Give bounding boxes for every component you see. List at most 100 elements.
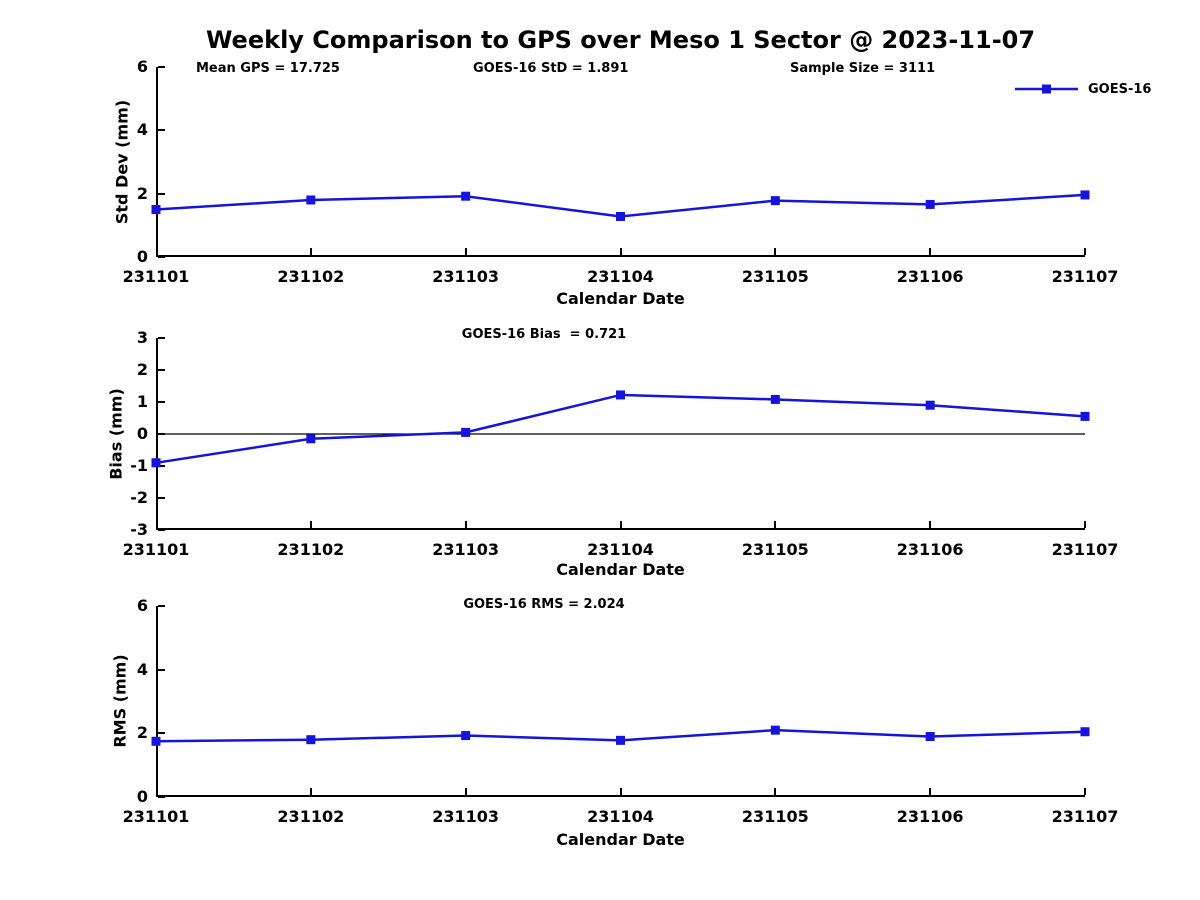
x-tick-label: 231103: [432, 267, 500, 286]
y-tick-label: 6: [136, 57, 148, 76]
x-tick-mark: [464, 788, 467, 795]
x-tick-label: 231104: [587, 540, 654, 559]
annotation-goes16-rms: GOES-16 RMS = 2.024: [463, 597, 625, 612]
data-point-marker: [1080, 190, 1090, 200]
y-tick-label: 1: [136, 392, 148, 411]
x-tick-mark: [619, 521, 622, 528]
data-point-marker: [770, 725, 780, 735]
data-point-marker: [461, 427, 471, 437]
x-tick-label: 231106: [896, 807, 964, 826]
x-tick-mark: [309, 248, 312, 255]
subplot-stddev-y-axis-label: Std Dev (mm): [112, 99, 132, 225]
y-tick-mark: [158, 256, 165, 258]
y-tick-label: -2: [130, 488, 148, 507]
x-tick-mark: [929, 248, 932, 255]
subplot-rms-x-axis-label: Calendar Date: [556, 830, 685, 849]
subplot-series-plot: [151, 390, 1090, 468]
x-tick-label: 231106: [896, 267, 964, 286]
series-line-goes-16: [155, 393, 1086, 465]
data-point-marker: [151, 458, 161, 468]
y-tick-label: 4: [136, 120, 148, 140]
y-tick-label: 2: [136, 360, 148, 379]
y-tick-mark: [158, 401, 165, 403]
x-tick-label: 231107: [1051, 807, 1119, 826]
subplot-stddev-x-axis-label: Calendar Date: [556, 289, 685, 308]
x-tick-mark: [309, 788, 312, 795]
y-tick-mark: [158, 369, 165, 371]
data-point-marker: [461, 731, 471, 741]
y-tick-label: -3: [130, 520, 148, 539]
x-tick-label: 231105: [741, 807, 809, 826]
y-tick-label: 2: [136, 723, 148, 743]
y-tick-mark: [158, 66, 165, 68]
subplot-rms-plot-area: [156, 606, 1085, 797]
data-point-marker: [616, 211, 625, 221]
data-point-marker: [925, 400, 935, 410]
y-tick-mark: [158, 605, 165, 607]
y-tick-mark: [158, 192, 165, 195]
x-tick-label: 231101: [122, 807, 190, 826]
data-point-marker: [151, 205, 161, 214]
data-point-marker: [770, 196, 780, 206]
data-point-marker: [616, 390, 625, 400]
x-tick-label: 231102: [277, 540, 345, 559]
y-tick-mark: [158, 529, 165, 531]
y-tick-label: 4: [136, 659, 148, 679]
figure-title: Weekly Comparison to GPS over Meso 1 Sec…: [205, 26, 1036, 54]
x-tick-label: 231102: [277, 267, 345, 286]
legend-label: GOES-16: [1088, 81, 1152, 97]
x-tick-mark: [1084, 248, 1086, 255]
x-tick-mark: [1084, 521, 1086, 528]
data-point-marker: [1080, 727, 1090, 737]
y-tick-mark: [158, 497, 165, 499]
legend: GOES-16: [1014, 80, 1151, 98]
x-tick-mark: [774, 788, 777, 795]
y-tick-label: 0: [136, 247, 148, 266]
data-point-marker: [616, 735, 625, 745]
x-tick-label: 231103: [432, 540, 500, 559]
y-tick-label: 0: [136, 787, 148, 806]
x-tick-label: 231104: [587, 267, 654, 286]
y-tick-mark: [158, 337, 165, 339]
x-tick-mark: [774, 248, 777, 255]
data-point-marker: [151, 736, 161, 746]
subplot-stddev-plot-area: [156, 67, 1085, 257]
x-tick-label: 231105: [741, 267, 809, 286]
y-tick-label: 2: [136, 183, 148, 203]
data-point-marker: [770, 394, 780, 404]
x-tick-mark: [464, 521, 467, 528]
subplot-series-plot: [151, 725, 1090, 746]
x-tick-label: 231104: [587, 807, 654, 826]
y-tick-mark: [158, 668, 165, 671]
x-tick-label: 231103: [432, 807, 500, 826]
data-point-marker: [925, 732, 935, 742]
y-tick-mark: [158, 129, 165, 132]
y-tick-mark: [158, 732, 165, 735]
data-point-marker: [1080, 411, 1090, 421]
annotation-mean-gps: Mean GPS = 17.725: [196, 61, 340, 76]
annotation-sample-size: Sample Size = 3111: [790, 61, 936, 76]
x-tick-label: 231105: [741, 540, 809, 559]
x-tick-mark: [619, 248, 622, 255]
y-tick-mark: [158, 465, 165, 467]
data-point-marker: [306, 434, 316, 444]
x-tick-mark: [929, 788, 932, 795]
legend-line-marker-icon: [1015, 84, 1078, 94]
y-tick-label: 6: [136, 596, 148, 615]
y-tick-mark: [158, 796, 165, 798]
x-tick-label: 231101: [122, 267, 190, 286]
subplot-series-plot: [151, 190, 1090, 221]
x-tick-label: 231101: [122, 540, 190, 559]
annotation-goes16-bias: GOES-16 Bias = 0.721: [461, 327, 627, 342]
x-tick-label: 231107: [1051, 267, 1119, 286]
data-point-marker: [925, 199, 935, 209]
x-tick-mark: [464, 248, 467, 255]
x-tick-mark: [774, 521, 777, 528]
y-tick-label: 3: [136, 328, 148, 347]
subplot-bias-x-axis-label: Calendar Date: [556, 560, 685, 579]
x-tick-mark: [929, 521, 932, 528]
x-tick-mark: [309, 521, 312, 528]
data-point-marker: [461, 191, 471, 201]
x-tick-mark: [1084, 788, 1086, 795]
